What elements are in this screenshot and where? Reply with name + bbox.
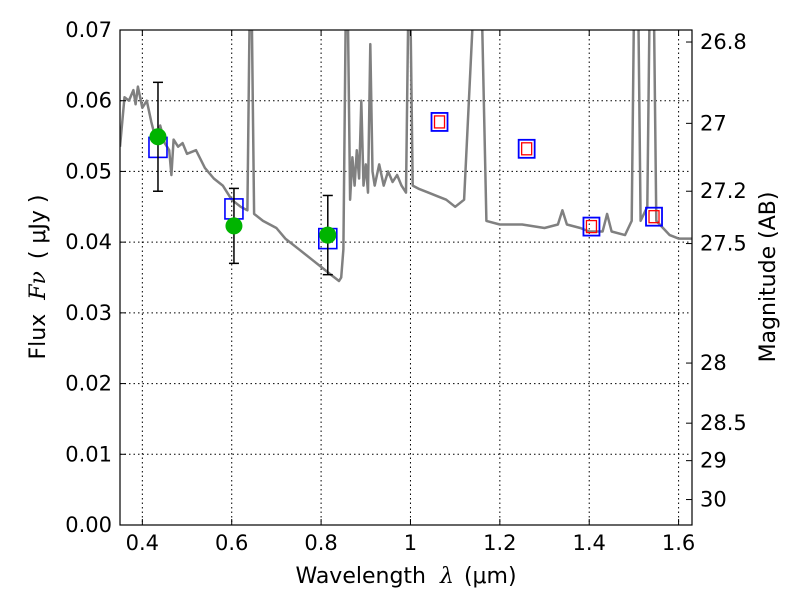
y-tick-label: 0.01 — [65, 442, 112, 466]
model-flux-box — [582, 216, 601, 237]
observed-flux-point — [225, 217, 243, 235]
model-flux-box — [645, 206, 663, 227]
y-tick-label: 0.00 — [65, 513, 112, 537]
y2-tick-label: 27.2 — [700, 179, 747, 203]
y-tick-label: 0.06 — [65, 89, 112, 113]
observed-flux-point — [149, 128, 167, 146]
x-tick-label: 0.8 — [304, 531, 337, 555]
model-flux-inner-box — [585, 219, 598, 234]
y-axis-label-prefix: Flux — [26, 314, 51, 360]
y2-tick-label: 29 — [700, 449, 727, 473]
svg-text:Flux Fν ( μJy ): Flux Fν ( μJy ) — [26, 194, 51, 359]
x-tick-label: 1 — [404, 531, 417, 555]
y2-axis-label: Magnitude (AB) — [756, 192, 781, 363]
svg-text:Wavelength λ (μm): Wavelength λ (μm) — [295, 564, 516, 589]
grid — [120, 30, 692, 525]
y2-axis-label-text: Magnitude (AB) — [756, 192, 781, 363]
observed-flux-point — [319, 226, 337, 244]
x-axis-label-symbol: λ — [439, 564, 454, 589]
axis-ticks: 0.4 0.6 0.8 1 1.2 1.4 1.6 0.00 0.01 0.02 0.03 0.04 0… — [65, 18, 747, 555]
x-tick-label: 1.4 — [573, 531, 606, 555]
model-flux-box — [517, 138, 536, 159]
model-flux-inner-box — [521, 142, 533, 156]
y-tick-label: 0.03 — [65, 301, 112, 325]
y-tick-label: 0.07 — [65, 18, 112, 42]
x-axis-label: Wavelength λ (μm) — [295, 564, 516, 589]
y2-tick-label: 26.8 — [700, 30, 747, 54]
x-axis-label-prefix: Wavelength — [295, 564, 426, 589]
model-flux-inner-box — [648, 210, 660, 224]
y-axis-label: Flux Fν ( μJy ) — [26, 194, 51, 359]
plot-area — [120, 30, 692, 283]
y-tick-label: 0.04 — [65, 230, 112, 254]
model-flux-box — [430, 112, 449, 132]
y-tick-label: 0.05 — [65, 159, 112, 183]
x-tick-label: 0.6 — [215, 531, 248, 555]
y-axis-label-symbol: Fν — [26, 271, 51, 301]
y-axis-label-unit: ( μJy ) — [26, 194, 51, 259]
y2-tick-label: 28 — [700, 351, 727, 375]
y2-tick-label: 27.5 — [700, 232, 747, 256]
y-tick-label: 0.02 — [65, 372, 112, 396]
y2-tick-label: 28.5 — [700, 411, 747, 435]
x-tick-label: 1.6 — [662, 531, 695, 555]
x-tick-label: 0.4 — [126, 531, 159, 555]
y2-tick-label: 30 — [700, 488, 727, 512]
model-flux-inner-box — [433, 115, 446, 129]
x-axis-label-unit: (μm) — [464, 564, 517, 589]
x-tick-label: 1.2 — [483, 531, 516, 555]
spectrum-line — [120, 30, 692, 283]
y2-tick-label: 27 — [700, 111, 727, 135]
plot-frame — [119, 29, 693, 526]
